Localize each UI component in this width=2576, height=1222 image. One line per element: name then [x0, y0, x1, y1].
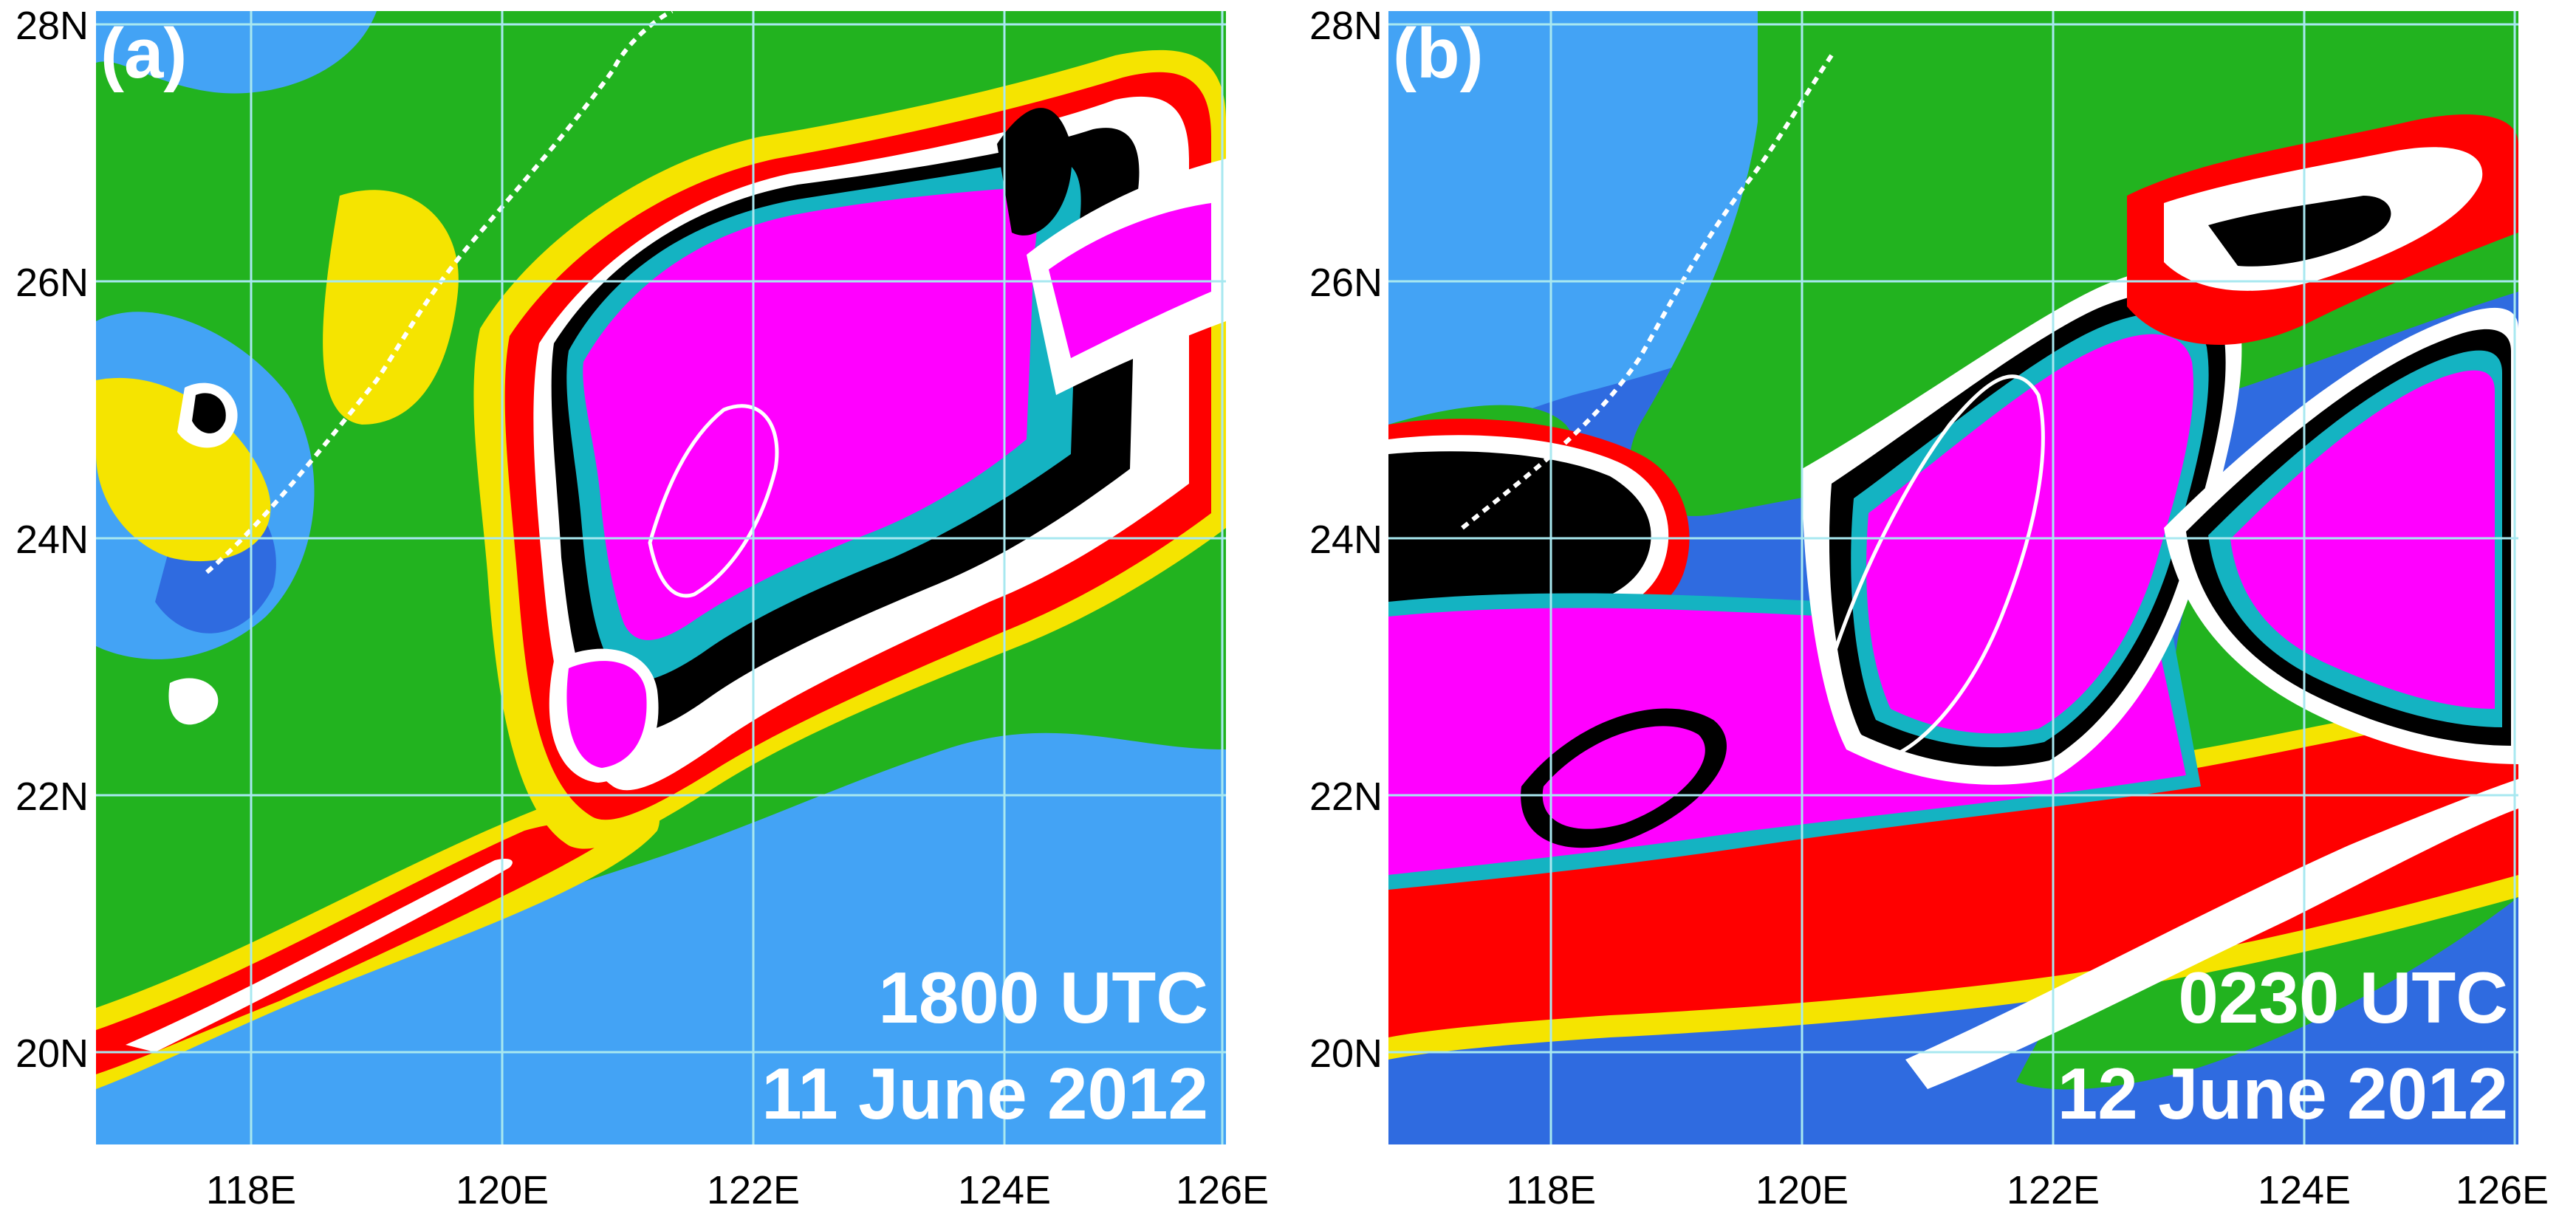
- panel-a-lat-26n: 26N: [15, 261, 89, 305]
- panel-a-lat-28n: 28N: [15, 4, 89, 48]
- panel-a-lon-126e: 126E: [1175, 1168, 1270, 1212]
- panel-a-label: (a): [100, 14, 188, 93]
- panel-a-date: 11 June 2012: [761, 1053, 1208, 1134]
- panel-b-lat-20n: 20N: [1309, 1032, 1383, 1076]
- panel-b-lon-126e: 126E: [2455, 1168, 2549, 1212]
- panel-b-lon-124e: 124E: [2257, 1168, 2351, 1212]
- panel-a-lat-22n: 22N: [15, 775, 89, 819]
- panel-b-label: (b): [1393, 14, 1484, 93]
- panel-a-satellite-image: (a) 1800 UTC 11 June 2012: [96, 11, 1226, 1144]
- panel-a-map: [96, 11, 1226, 1144]
- panel-a-time: 1800 UTC: [878, 957, 1208, 1038]
- panel-b-lat-22n: 22N: [1309, 775, 1383, 819]
- panel-b-time: 0230 UTC: [2178, 957, 2508, 1038]
- panel-b-map: [1388, 11, 2518, 1144]
- panel-b-lat-28n: 28N: [1309, 4, 1383, 48]
- panel-a-lat-20n: 20N: [15, 1032, 89, 1076]
- panel-b-lon-118e: 118E: [1505, 1168, 1597, 1212]
- panel-a-lon-120e: 120E: [455, 1168, 549, 1212]
- panel-b-lon-122e: 122E: [2006, 1168, 2100, 1212]
- panel-a-lon-124e: 124E: [957, 1168, 1052, 1212]
- panel-b-date: 12 June 2012: [2057, 1053, 2508, 1134]
- panel-b-lat-26n: 26N: [1309, 261, 1383, 305]
- panel-a-lon-122e: 122E: [706, 1168, 801, 1212]
- panel-b-satellite-image: (b) 0230 UTC 12 June 2012: [1388, 11, 2526, 1144]
- panel-b-lon-120e: 120E: [1755, 1168, 1849, 1212]
- panel-a-lon-118e: 118E: [205, 1168, 297, 1212]
- panel-b-lat-24n: 24N: [1309, 518, 1383, 562]
- panel-a-lat-24n: 24N: [15, 518, 89, 562]
